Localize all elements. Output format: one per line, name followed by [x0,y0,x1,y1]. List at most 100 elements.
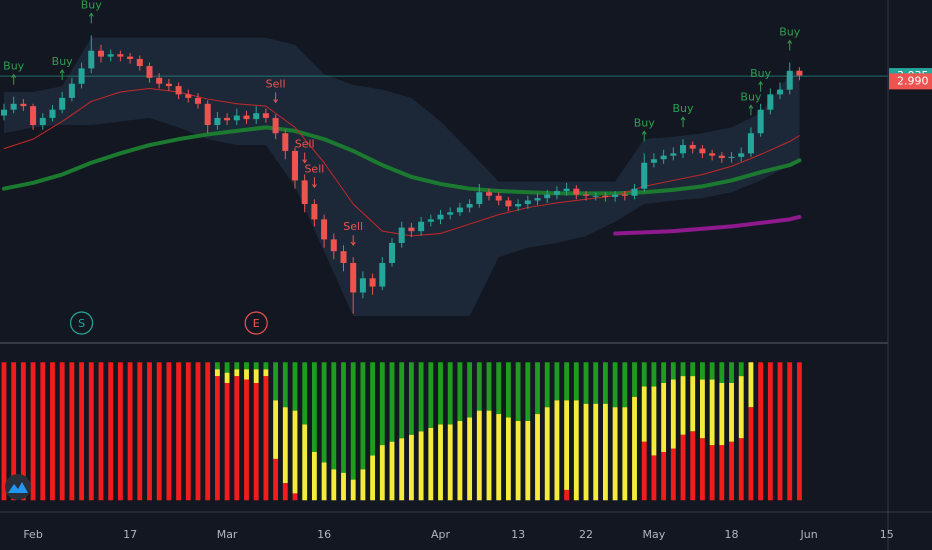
signal-label: Sell [266,77,286,90]
candle-body [20,103,27,107]
candle-body [728,156,735,159]
candle-body [253,113,260,120]
candle-body [291,150,299,181]
bar-segment [253,382,259,501]
bar-segment [787,362,793,501]
candle-body [718,155,725,159]
bar-segment [263,362,269,370]
bar-segment [564,400,570,490]
bar-segment [224,372,230,383]
bar-segment [680,434,686,501]
bar-segment [311,451,317,501]
bar-segment [98,362,104,501]
bar-segment [214,362,220,370]
bar-segment [564,489,570,501]
bar-segment [525,420,531,501]
candle-body [486,192,493,196]
logo-circle[interactable] [5,474,31,500]
bar-segment [641,441,647,501]
indicator-line [613,214,802,236]
signal-label: Buy [740,90,762,103]
bar-segment [467,362,473,418]
bar-segment [253,369,259,383]
bar-segment [20,362,26,501]
candle-body [117,54,124,57]
bar-segment [244,362,249,370]
bar-segment [670,448,676,501]
bar-segment [709,445,715,501]
event-marker [69,311,94,335]
x-tick-label: 17 [123,528,137,541]
bar-segment [729,441,734,501]
bar-segment [554,400,560,501]
x-tick-label: May [643,528,666,541]
candle-body [340,251,347,263]
bar-segment [408,434,414,501]
candle-body [631,188,638,196]
bar-segment [418,362,424,432]
bar-segment [777,362,783,501]
candle-body [505,200,512,207]
x-tick-label: 15 [880,528,894,541]
bar-segment [496,414,502,501]
bar-segment [554,362,560,401]
bar-segment [612,362,618,408]
x-tick-label: Apr [431,528,451,541]
bar-segment [321,462,327,501]
channel-band [3,37,800,317]
bar-segment [379,362,385,446]
candle-body [544,194,551,199]
bar-segment [544,362,550,408]
bar-segment [797,362,802,501]
candle-body [243,115,250,120]
bar-segment [729,362,734,383]
bar-segment [661,382,667,452]
candle-body [68,83,75,98]
signal-arrow-head [302,159,308,164]
candle-body [534,198,541,201]
bar-segment [408,362,414,435]
bar-segment [428,362,434,428]
bar-segment [399,438,405,501]
candle-body [612,194,619,197]
bar-segment [738,362,744,377]
candle-body [592,195,599,197]
bar-segment [11,362,17,501]
signal-label: Sell [295,138,315,151]
bar-segment [593,403,599,501]
logo[interactable] [5,474,31,500]
bar-segment [622,407,628,501]
candle-body [175,86,182,95]
bar-segment [467,417,473,501]
x-tick-label: Jun [800,528,818,541]
candle-body [97,50,104,57]
signal-label: Buy [750,67,772,80]
bar-segment [341,472,346,501]
bar-segment [350,362,356,480]
bar-segment [535,362,540,415]
bar-segment [447,362,453,425]
bar-segment [438,362,443,425]
bar-segment [622,362,628,408]
signal-label: Buy [52,55,74,68]
bar-segment [214,376,220,501]
bar-segment [147,362,152,501]
x-tick-label: 22 [579,528,593,541]
bar-segment [670,362,676,380]
candle-body [796,70,803,76]
bar-segment [292,410,298,494]
candle-body [350,262,357,293]
bar-segment [302,424,308,501]
candle-body [0,109,7,116]
logo-mark[interactable] [8,482,28,493]
bar-segment [370,362,376,456]
event-marker [244,311,268,335]
candle-body [214,117,221,126]
bar-segment [370,455,376,501]
bar-segment [505,362,511,418]
candle-body [602,195,609,197]
bar-segment [88,362,94,501]
indicator-line [1,125,802,196]
bar-segment [273,458,279,501]
bar-segment [69,362,75,501]
